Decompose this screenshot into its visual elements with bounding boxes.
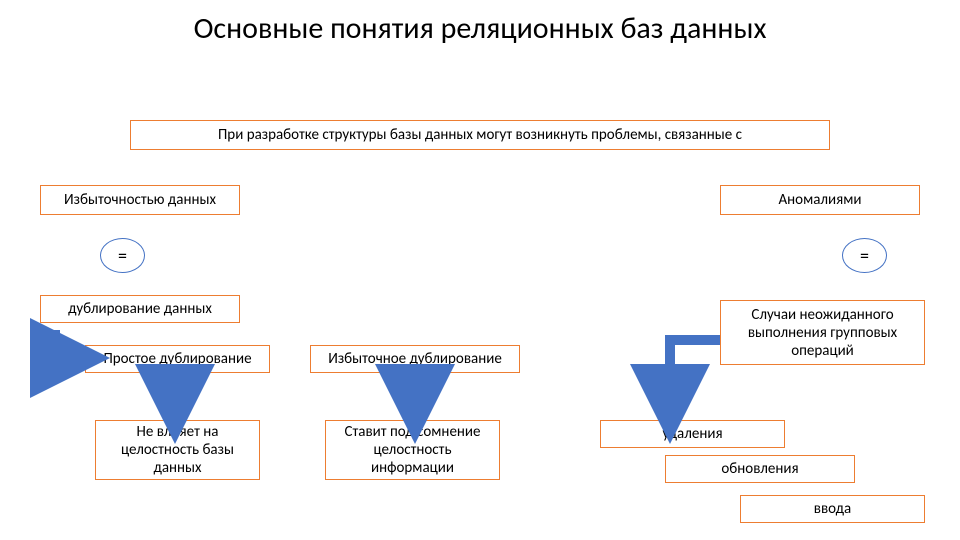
- page-title: Основные понятия реляционных баз данных: [0, 0, 960, 47]
- box-anomalies: Аномалиями: [720, 185, 920, 215]
- equals-left: =: [100, 238, 145, 273]
- box-update: обновления: [665, 455, 855, 483]
- box-deletion: удаления: [600, 420, 785, 448]
- box-unexpected: Случаи неожиданного выполнения групповых…: [720, 300, 925, 365]
- box-excess-dup: Избыточное дублирование: [310, 345, 520, 373]
- box-insert: ввода: [740, 495, 925, 523]
- box-no-impact: Не влияет на целостность базы данных: [95, 420, 260, 480]
- box-redundancy: Избыточностью данных: [40, 185, 240, 215]
- box-simple-dup: Простое дублирование: [85, 345, 270, 373]
- equals-right: =: [842, 238, 887, 273]
- box-questions: Ставит под сомнение целостность информац…: [325, 420, 500, 480]
- box-duplication: дублирование данных: [40, 295, 240, 323]
- box-intro: При разработке структуры базы данных мог…: [130, 120, 830, 150]
